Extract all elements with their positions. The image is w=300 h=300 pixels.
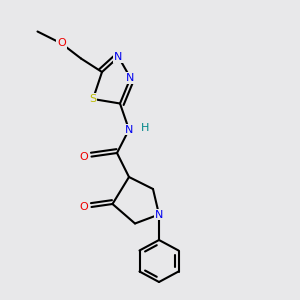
Text: O: O	[57, 38, 66, 49]
Text: O: O	[80, 202, 88, 212]
Text: N: N	[114, 52, 123, 62]
Text: S: S	[89, 94, 97, 104]
Text: N: N	[125, 124, 133, 135]
Text: H: H	[141, 123, 150, 133]
Text: N: N	[126, 73, 135, 83]
Text: O: O	[80, 152, 88, 162]
Text: N: N	[155, 209, 163, 220]
